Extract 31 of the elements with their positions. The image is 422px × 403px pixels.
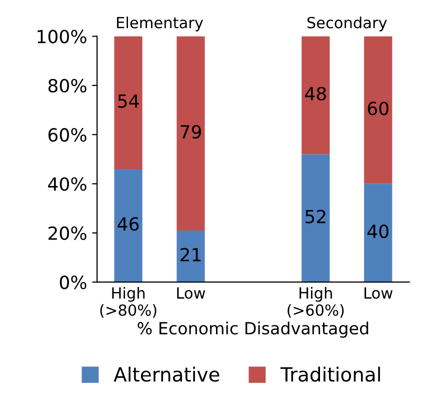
text: Elementary	[117, 16, 204, 32]
y-tick-label: 60%	[48, 128, 86, 142]
x-tick-label: Low	[177, 287, 206, 299]
data-label: 79	[180, 124, 201, 139]
bar	[114, 169, 142, 282]
legend-label: Traditional	[280, 366, 380, 382]
text: Secondary	[307, 16, 387, 32]
bar	[176, 230, 205, 282]
y-tick-label: 80%	[48, 78, 86, 93]
y-tick-label: 0%	[60, 276, 86, 290]
data-label: 48	[305, 86, 326, 101]
legend-label: Alternative	[114, 366, 220, 382]
x-axis-title: % Economic Disadvantaged	[138, 322, 368, 338]
y-tick-label: 20%	[48, 226, 86, 240]
data-label: 52	[306, 210, 326, 224]
x-tick-label: Low	[364, 287, 393, 299]
bar	[302, 36, 330, 154]
bar	[364, 36, 392, 184]
data-label: 60	[368, 102, 388, 116]
bar	[176, 36, 205, 230]
y-tick-label: 40%	[48, 177, 86, 191]
bar	[364, 184, 392, 282]
x-tick-label: High (>80%)	[100, 286, 156, 318]
data-label: 54	[118, 94, 139, 108]
bar	[114, 36, 142, 170]
bar	[302, 154, 330, 282]
data-label: 21	[180, 248, 201, 262]
y-tick-label: 100%	[38, 30, 86, 44]
x-tick-label: High (>60%)	[288, 286, 344, 318]
data-label: 46	[118, 217, 139, 231]
data-label: 40	[368, 224, 388, 238]
